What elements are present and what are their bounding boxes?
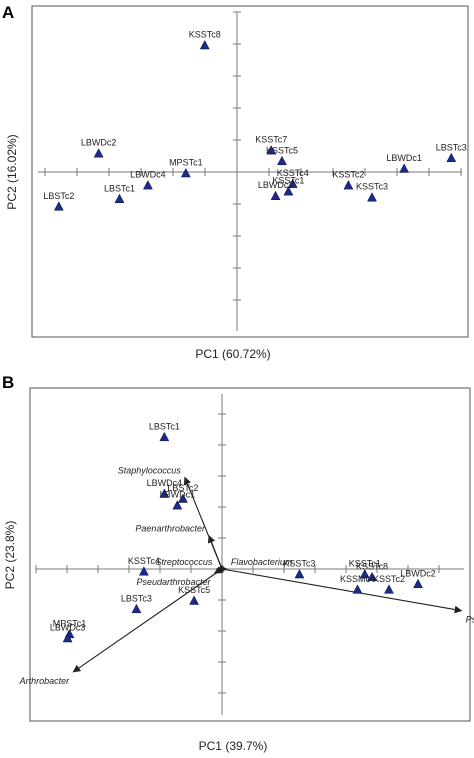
sample-point-marker [287, 178, 298, 188]
sample-point-label: KSSTc4 [277, 168, 309, 178]
sample-point-marker [413, 578, 423, 589]
panel-a: A KSSTc8LBWDc2MPSTc1LBWDc4LBSTc1LBSTc2KS… [2, 3, 469, 361]
sample-point-label: KSSTc1 [272, 176, 304, 186]
sample-point-marker [266, 145, 277, 155]
panel-b-frame [29, 387, 471, 722]
sample-point-label: LBWDc3 [258, 180, 294, 190]
loading-vector-label: Paenarthrobacter [135, 524, 206, 534]
sample-point-label: KSSTc8 [356, 561, 388, 571]
sample-point-marker [178, 493, 188, 503]
sample-point-marker [352, 584, 363, 594]
sample-point-marker [343, 180, 354, 190]
sample-point-marker [53, 201, 64, 211]
sample-point-label: LBWDc2 [400, 568, 436, 578]
sample-point-marker [114, 193, 125, 204]
sample-point-label: MPSTc1 [53, 618, 87, 628]
sample-point-marker [159, 488, 170, 498]
sample-point-marker [143, 180, 153, 190]
sample-point-marker [131, 603, 142, 614]
panel-b-y-axis-label: PC2 (23.8%) [3, 521, 17, 590]
panel-a-y-axis-label: PC2 (16.02%) [5, 134, 19, 209]
loading-vector-arrow [207, 534, 223, 570]
sample-point-label: KSSTc1 [349, 559, 381, 569]
panel-b-letter: B [2, 373, 14, 392]
sample-point-label: LBSTc1 [149, 421, 180, 431]
sample-point-label: KSSTc5 [178, 585, 210, 595]
sample-point-marker [294, 569, 305, 579]
sample-point-marker [93, 148, 104, 158]
sample-point-marker [270, 190, 281, 200]
loading-vector-arrow [221, 568, 463, 614]
sample-point-marker [359, 569, 370, 579]
loading-vector-arrow [72, 568, 223, 673]
sample-point-marker [283, 186, 294, 196]
sample-point-label: KSSTc2 [373, 574, 405, 584]
panel-a-frame [31, 5, 469, 338]
sample-point-label: LBSTc2 [167, 483, 198, 493]
sample-point-label: LBSTc3 [436, 142, 467, 152]
sample-point-marker [277, 155, 287, 166]
sample-point-label: KSSTc7 [255, 135, 287, 145]
sample-point-marker [172, 500, 183, 510]
sample-point-label: LBSTc3 [121, 593, 152, 603]
sample-point-marker [367, 571, 377, 582]
panel-b-x-axis-label: PC1 (39.7%) [199, 739, 268, 753]
panel-a-axes [38, 11, 462, 331]
loading-vector-label: Flavobacterium [231, 557, 293, 567]
sample-point-label: MPSTc1 [169, 158, 203, 168]
loading-vector-label: Arthrobacter [19, 676, 71, 686]
panel-b-vectors: Staphylococcus Paenarthrobacter Streptococ… [19, 465, 474, 686]
sample-point-marker [384, 584, 394, 594]
sample-point-label: KSSTc3 [283, 559, 315, 569]
sample-point-label: LBWDc1 [386, 153, 422, 163]
sample-point-marker [62, 632, 73, 643]
panel-a-x-axis-label: PC1 (60.72%) [195, 347, 270, 361]
sample-point-label: KSSTc5 [266, 145, 298, 155]
sample-point-label: KSSTc3 [356, 182, 388, 192]
sample-point-marker [138, 566, 149, 576]
sample-point-label: KSSTc4 [128, 556, 160, 566]
loading-vector-label: Pseudarthrobacter [137, 577, 212, 587]
sample-point-marker [446, 152, 457, 163]
loading-vector-label: Pseudomonas [466, 615, 474, 625]
sample-point-label: LBWDc3 [50, 623, 86, 633]
loading-vector-label: Staphylococcus [118, 465, 182, 475]
sample-point-label: LBWDc4 [130, 170, 166, 180]
panel-b-axes [35, 394, 464, 715]
sample-point-label: LBWDc1 [160, 490, 196, 500]
sample-point-label: KSSTc8 [189, 30, 221, 40]
sample-point-label: KSSTc2 [332, 170, 364, 180]
sample-point-label: LBWDc4 [147, 478, 183, 488]
sample-point-label: LBSTc1 [104, 183, 135, 193]
sample-point-marker [367, 192, 377, 202]
sample-point-marker [189, 595, 200, 605]
panel-a-letter: A [2, 3, 14, 22]
panel-b: B Staphylococcus Paenarthrobacter Streptoc… [2, 373, 474, 753]
sample-point-marker [399, 163, 410, 173]
loading-vector-label: Streptococcus [155, 557, 213, 567]
sample-point-label: KSSMc4 [340, 574, 375, 584]
sample-point-marker [199, 39, 210, 50]
sample-point-label: LBSTc2 [43, 191, 74, 201]
sample-point-label: LBWDc2 [81, 138, 117, 148]
sample-point-marker [180, 167, 191, 178]
sample-point-marker [159, 431, 170, 442]
